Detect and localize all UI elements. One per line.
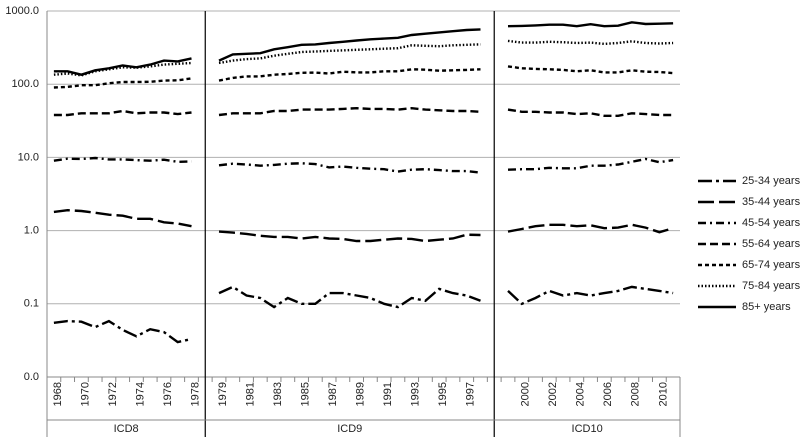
series-line (53, 65, 674, 89)
x-tick-label: 1983 (272, 382, 284, 406)
series-line (53, 208, 674, 243)
series-line (53, 156, 674, 174)
x-tick-label: 1985 (299, 382, 311, 406)
x-tick-label: 2008 (630, 382, 642, 406)
x-tick-label: 1978 (189, 382, 201, 406)
x-tick-label: 1972 (107, 382, 119, 406)
x-tick-label: 2000 (520, 382, 532, 406)
x-tick-label: 2006 (602, 382, 614, 406)
legend-label: 65-74 years (742, 259, 800, 271)
y-tick-label: 0.1 (24, 298, 39, 310)
group-label: ICD9 (337, 423, 362, 435)
x-tick-label: 1995 (437, 382, 449, 406)
x-tick-label: 1991 (382, 382, 394, 406)
x-tick-label: 2002 (547, 382, 559, 406)
x-tick-label: 1976 (162, 382, 174, 406)
x-tick-label: 1970 (79, 382, 91, 406)
y-tick-label: 10.0 (18, 151, 39, 163)
y-tick-label: 0.0 (24, 371, 39, 383)
series-line (53, 106, 674, 117)
x-tick-label: 2004 (575, 382, 587, 406)
series-line (53, 285, 674, 344)
y-tick-label: 100.0 (11, 78, 39, 90)
x-tick-label: 1979 (217, 382, 229, 406)
y-tick-label: 1000.0 (5, 5, 39, 17)
group-label: ICD8 (114, 423, 139, 435)
group-label: ICD10 (572, 423, 603, 435)
x-tick-label: 1997 (465, 382, 477, 406)
legend-label: 55-64 years (742, 238, 800, 250)
x-tick-label: 1989 (355, 382, 367, 406)
x-tick-label: 1993 (410, 382, 422, 406)
x-tick-label: 1974 (134, 382, 146, 406)
series-line (53, 21, 674, 76)
series-line (53, 39, 674, 77)
legend-label: 45-54 years (742, 217, 800, 229)
x-tick-label: 1968 (52, 382, 64, 406)
x-tick-label: 1987 (327, 382, 339, 406)
legend-label: 35-44 years (742, 196, 800, 208)
x-tick-label: 1981 (244, 382, 256, 406)
y-tick-label: 1.0 (24, 225, 39, 237)
x-tick-label: 2010 (657, 382, 669, 406)
legend-label: 25-34 years (742, 175, 800, 187)
legend-label: 85+ years (742, 301, 791, 313)
legend-label: 75-84 years (742, 280, 800, 292)
